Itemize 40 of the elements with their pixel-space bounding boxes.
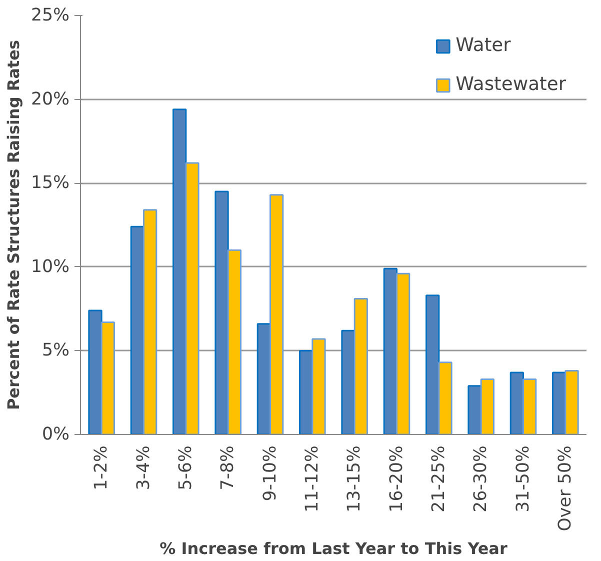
- y-tick-label: 5%: [42, 340, 70, 361]
- bar: [341, 330, 356, 434]
- y-tick-label: 10%: [30, 256, 70, 277]
- bar: [354, 298, 368, 434]
- x-tick-label: 31-50%: [513, 445, 534, 512]
- y-axis-title: Percent of Rate Structures Raising Rates: [4, 40, 23, 410]
- x-axis-title: % Increase from Last Year to This Year: [160, 539, 508, 558]
- bar: [426, 294, 440, 434]
- bar: [172, 108, 187, 434]
- x-tick-label: 5-6%: [176, 445, 196, 490]
- x-tick-label: Over 50%: [555, 446, 576, 532]
- y-tick-label: 0%: [42, 424, 70, 444]
- x-tick-label: 16-20%: [386, 445, 407, 512]
- x-tick-label: 21-25%: [428, 445, 449, 512]
- bar: [312, 338, 326, 434]
- legend-label: Wastewater: [456, 74, 566, 95]
- bar: [214, 190, 229, 434]
- x-tick-label: 1-2%: [92, 445, 112, 490]
- bar: [227, 249, 242, 434]
- bar: [100, 321, 115, 434]
- x-tick-label: 11-12%: [302, 445, 322, 512]
- bar: [468, 385, 482, 434]
- legend-label: Water: [456, 35, 511, 56]
- bar: [438, 362, 452, 434]
- y-tick-label: 20%: [30, 89, 70, 110]
- bar: [185, 162, 200, 434]
- bar: [522, 378, 537, 434]
- x-tick-label: 9-10%: [260, 445, 280, 502]
- y-tick-label: 15%: [30, 173, 70, 194]
- x-tick-label: 3-4%: [134, 445, 154, 490]
- bar: [480, 378, 494, 434]
- x-tick-label: 13-15%: [344, 445, 365, 512]
- bar: [270, 194, 284, 434]
- x-tick-label: 7-8%: [218, 445, 238, 490]
- bar: [88, 310, 102, 434]
- x-tick-label: 26-30%: [471, 445, 492, 512]
- bar: [564, 370, 579, 434]
- bar: [143, 209, 158, 434]
- y-tick-label: 25%: [30, 6, 70, 26]
- bar: [396, 272, 410, 434]
